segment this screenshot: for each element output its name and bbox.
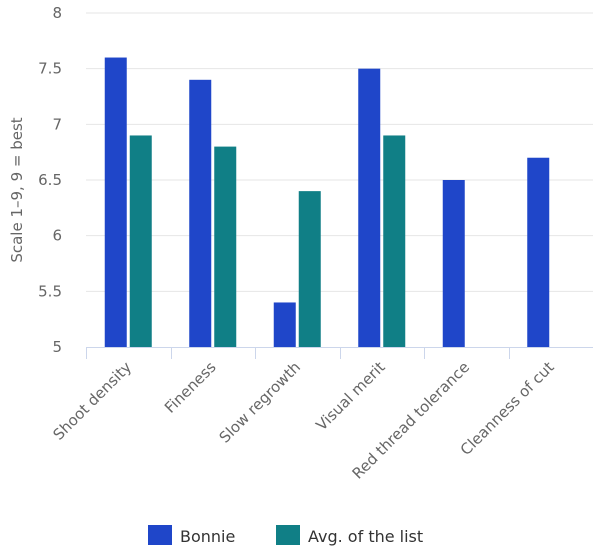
bar	[104, 57, 127, 348]
bar	[442, 180, 465, 347]
bars	[104, 57, 550, 348]
bar	[527, 157, 550, 347]
bar	[214, 146, 237, 347]
legend-label: Avg. of the list	[308, 527, 423, 546]
y-tick-label: 8	[52, 4, 62, 22]
bar	[129, 135, 152, 347]
legend-label: Bonnie	[180, 527, 235, 546]
y-axis-ticks: 5 5.5 6 6.5 7 7.5 8	[38, 4, 62, 356]
x-category-label: Visual merit	[312, 358, 388, 434]
x-axis	[86, 347, 593, 359]
legend: Bonnie Avg. of the list	[148, 525, 423, 546]
bar	[273, 302, 296, 347]
x-category-label: Slow regrowth	[216, 358, 305, 447]
bar	[298, 191, 321, 347]
x-category-label: Cleanness of cut	[457, 358, 558, 459]
legend-swatch	[148, 525, 172, 545]
y-tick-label: 5.5	[38, 282, 62, 300]
x-category-label: Fineness	[161, 358, 220, 417]
y-tick-label: 6	[52, 227, 62, 245]
bar	[383, 135, 406, 347]
y-axis-title: Scale 1–9, 9 = best	[8, 117, 26, 262]
x-category-label: Shoot density	[49, 358, 135, 444]
y-tick-label: 5	[52, 338, 62, 356]
y-tick-label: 7.5	[38, 60, 62, 78]
bar	[358, 68, 381, 348]
legend-swatch	[276, 525, 300, 545]
grid-lines	[86, 12, 593, 292]
y-tick-label: 7	[52, 115, 62, 133]
y-tick-label: 6.5	[38, 171, 62, 189]
bar	[189, 79, 212, 348]
